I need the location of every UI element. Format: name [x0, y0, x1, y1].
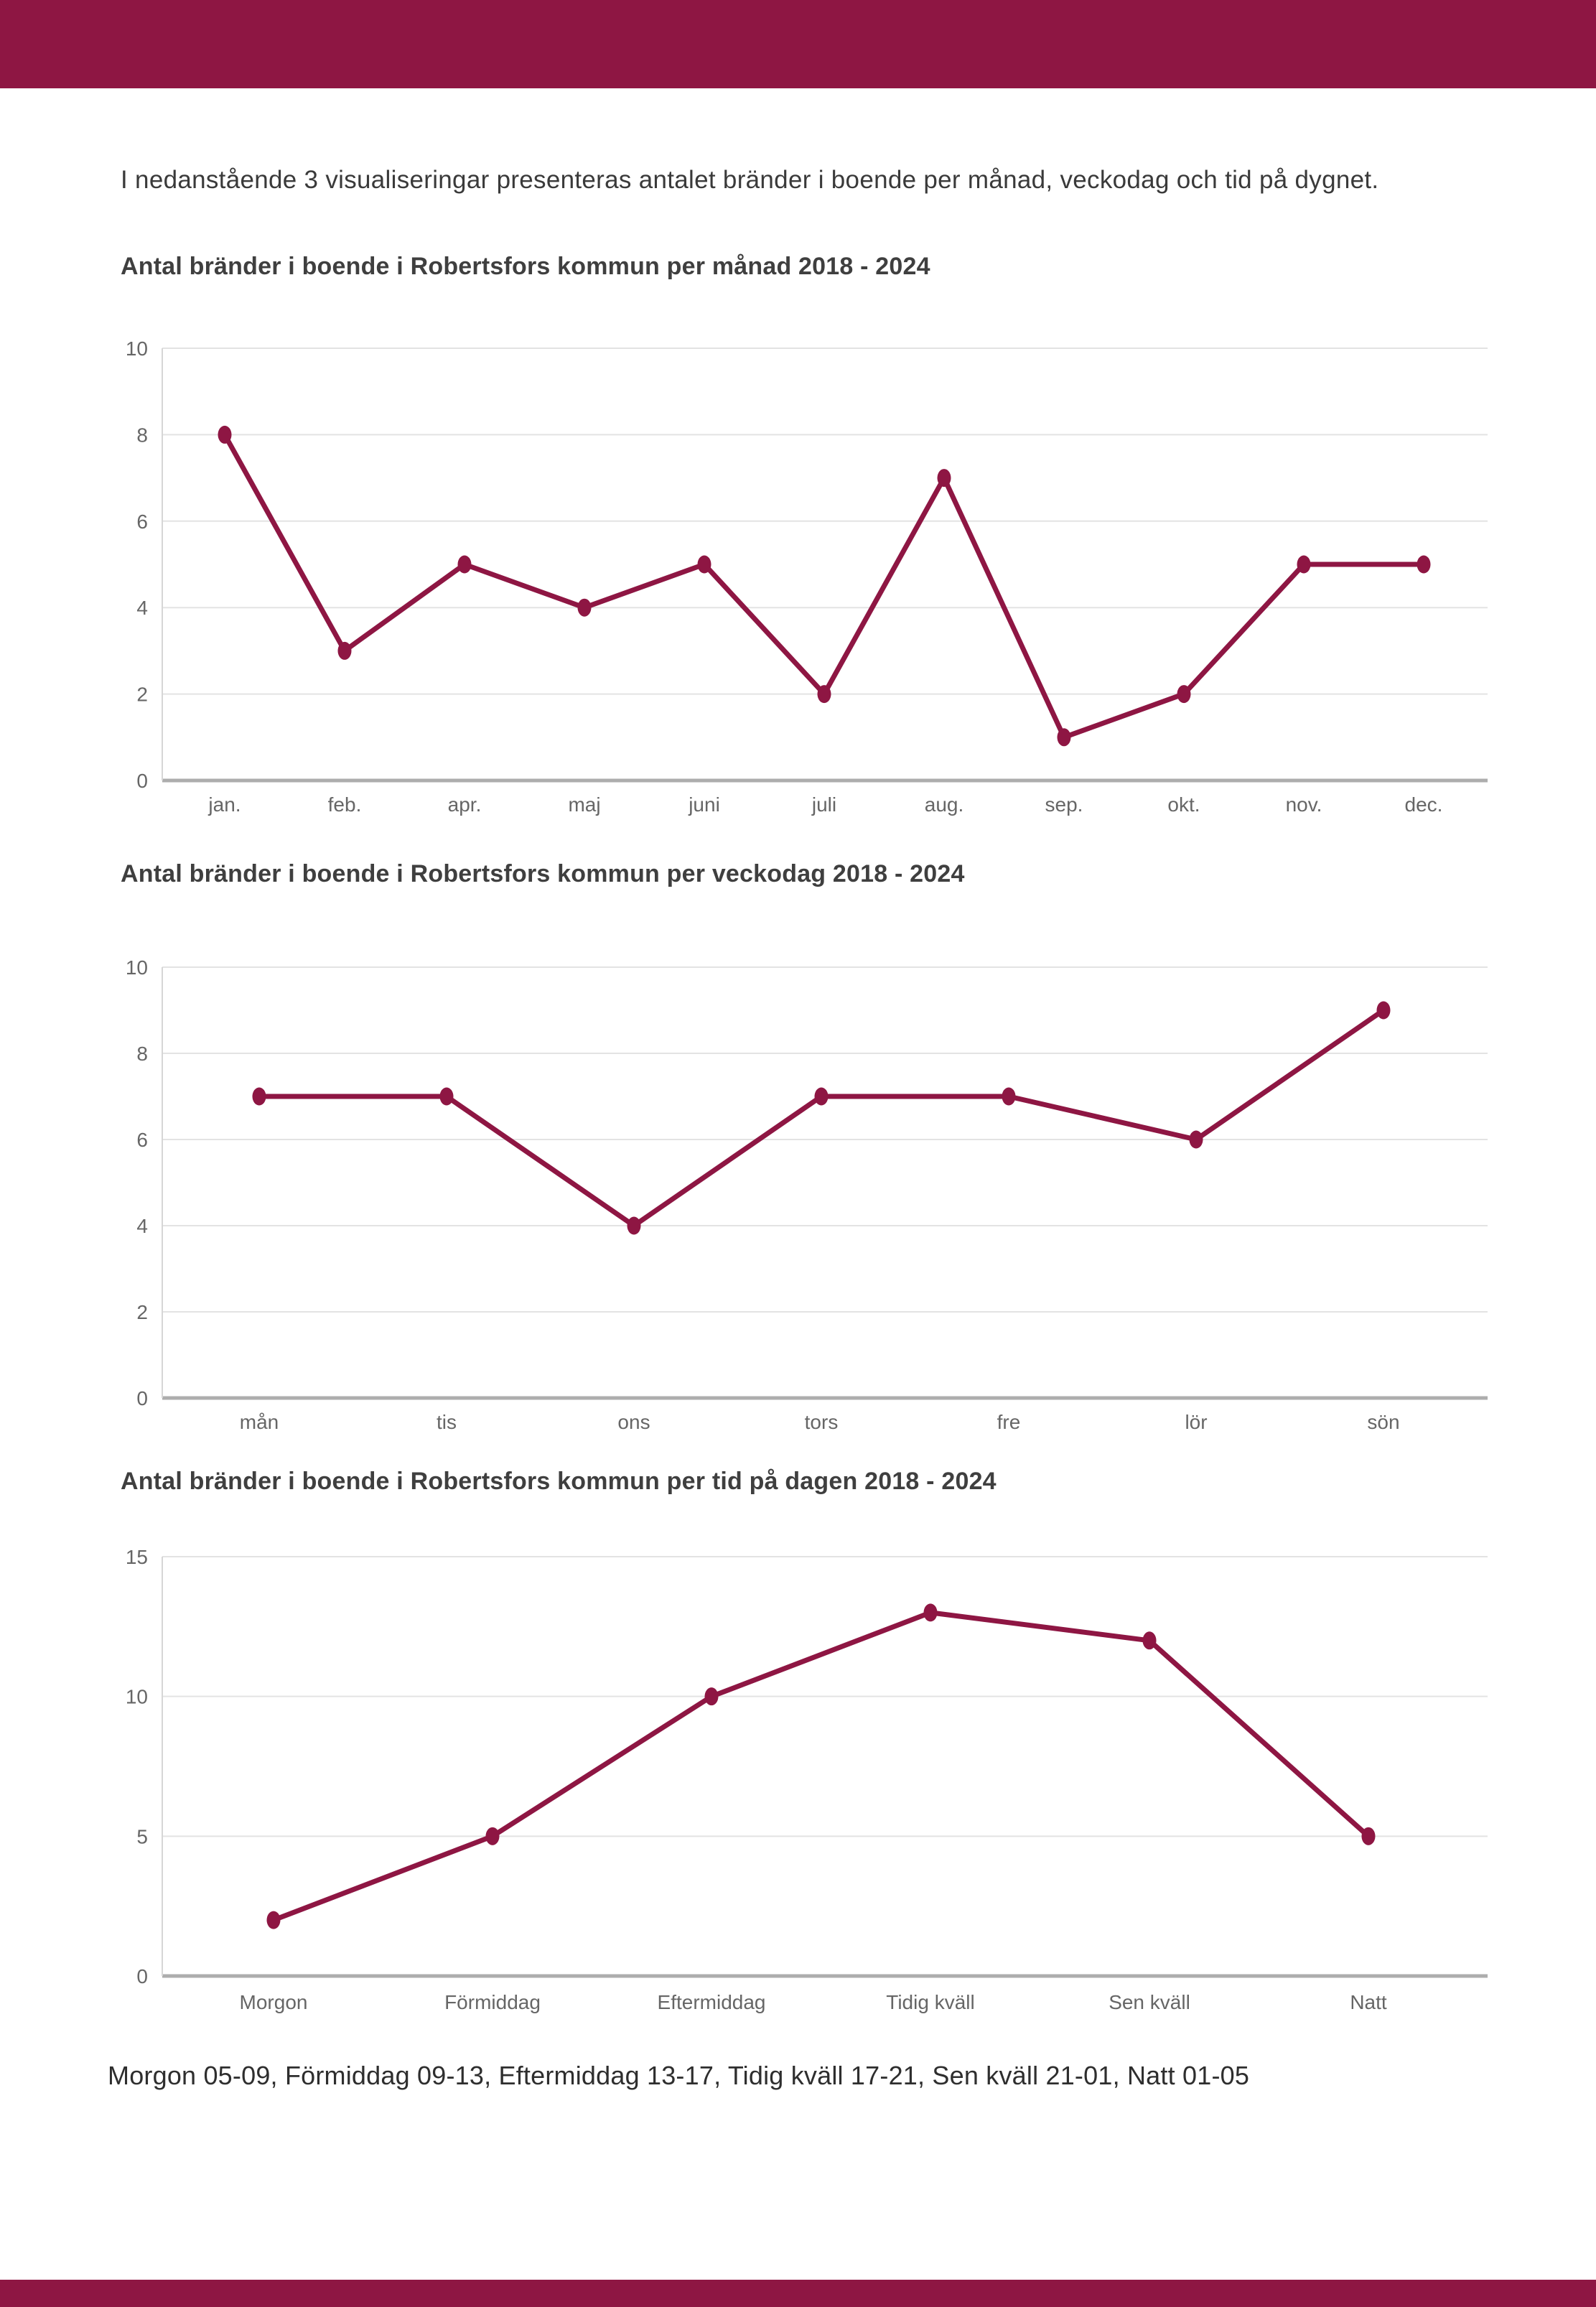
y-tick-label: 2	[136, 1301, 148, 1323]
x-tick-label: tors	[805, 1411, 839, 1433]
x-tick-label: aug.	[925, 793, 964, 816]
x-tick-label: nov.	[1286, 793, 1322, 816]
x-tick-label: juni	[688, 793, 720, 816]
y-tick-label: 0	[136, 1965, 148, 1987]
data-point	[704, 1687, 719, 1706]
y-tick-label: 6	[136, 511, 148, 533]
data-point	[1057, 728, 1071, 747]
chart-title-per-month: Antal bränder i boende i Robertsfors kom…	[121, 253, 930, 280]
data-point	[923, 1603, 938, 1622]
data-point	[485, 1827, 500, 1845]
data-point	[817, 685, 831, 704]
y-tick-label: 8	[136, 424, 148, 446]
data-point	[266, 1911, 281, 1929]
data-point	[627, 1216, 641, 1235]
data-point	[697, 555, 711, 574]
y-tick-label: 4	[136, 1215, 148, 1237]
chart-title-per-time-of-day: Antal bränder i boende i Robertsfors kom…	[121, 1468, 997, 1495]
chart-title-per-weekday: Antal bränder i boende i Robertsfors kom…	[121, 860, 965, 887]
top-brand-bar	[0, 0, 1596, 88]
data-point	[937, 469, 951, 488]
x-tick-label: Natt	[1350, 1991, 1387, 2013]
x-tick-label: mån	[240, 1411, 279, 1433]
series-line	[256, 1007, 1386, 1229]
x-tick-label: feb.	[328, 793, 362, 816]
data-point	[439, 1087, 454, 1106]
y-tick-label: 10	[126, 1686, 148, 1708]
y-tick-label: 0	[136, 770, 148, 792]
intro-text: I nedanstående 3 visualiseringar present…	[121, 166, 1379, 194]
x-tick-label: maj	[568, 793, 600, 816]
y-tick-label: 6	[136, 1129, 148, 1151]
x-tick-label: juli	[811, 793, 836, 816]
data-point	[1142, 1631, 1157, 1650]
data-point	[1361, 1827, 1376, 1845]
x-tick-label: Morgon	[240, 1991, 308, 2013]
data-point	[577, 598, 592, 617]
data-point	[814, 1087, 829, 1106]
month-line-chart: 0 2 4 6 8 10 jan. feb. apr. maj juni juli aug. sep. ok…	[126, 337, 1488, 816]
y-tick-label: 5	[136, 1825, 148, 1847]
y-tick-label: 8	[136, 1043, 148, 1065]
data-point	[1177, 685, 1191, 704]
x-tick-label: Eftermiddag	[658, 1991, 766, 2013]
x-tick-label: lör	[1185, 1411, 1207, 1433]
bottom-brand-bar	[0, 2280, 1596, 2307]
y-tick-label: 15	[126, 1546, 148, 1568]
y-tick-label: 2	[136, 684, 148, 706]
y-tick-label: 10	[126, 337, 148, 360]
data-point	[1297, 555, 1311, 574]
x-tick-label: dec.	[1405, 793, 1443, 816]
data-point	[252, 1087, 266, 1106]
data-point	[1417, 555, 1431, 574]
data-point	[337, 641, 352, 660]
y-tick-label: 4	[136, 597, 148, 619]
x-tick-label: ons	[617, 1411, 650, 1433]
time-of-day-line-chart: 0 5 10 15 Morgon Förmiddag Eftermiddag Tidig kv…	[126, 1546, 1488, 2013]
x-tick-label: okt.	[1167, 793, 1200, 816]
x-tick-label: jan.	[207, 793, 241, 816]
data-point	[1376, 1001, 1391, 1020]
x-tick-label: Sen kväll	[1109, 1991, 1190, 2013]
x-tick-label: tis	[437, 1411, 457, 1433]
x-tick-label: fre	[997, 1411, 1021, 1433]
y-tick-label: 0	[136, 1387, 148, 1409]
time-ranges-caption: Morgon 05-09, Förmiddag 09-13, Eftermidd…	[108, 2061, 1250, 2090]
x-tick-label: sön	[1367, 1411, 1399, 1433]
data-point	[457, 555, 472, 574]
weekday-line-chart: 0 2 4 6 8 10 mån tis ons tors fre lör sön	[126, 956, 1488, 1433]
y-tick-label: 10	[126, 956, 148, 979]
data-point	[218, 425, 232, 444]
series-line	[271, 1610, 1371, 1923]
x-tick-label: Tidig kväll	[886, 1991, 974, 2013]
x-tick-label: Förmiddag	[444, 1991, 541, 2013]
data-point	[1189, 1130, 1203, 1149]
data-point	[1002, 1087, 1016, 1106]
x-tick-label: sep.	[1045, 793, 1083, 816]
x-tick-label: apr.	[448, 793, 482, 816]
